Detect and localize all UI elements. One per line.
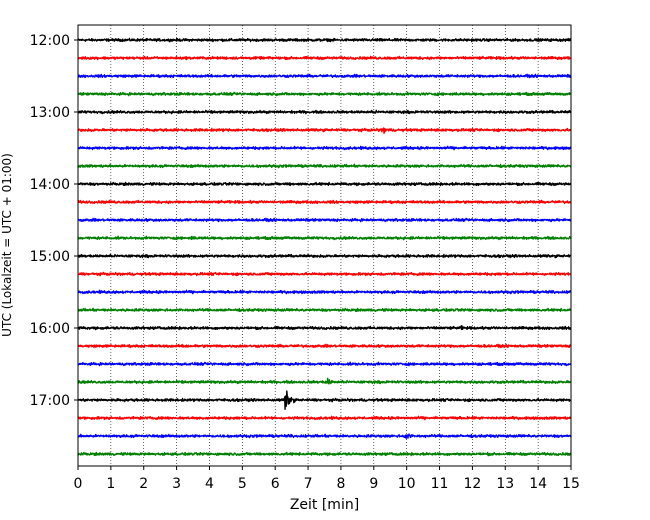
x-tick-label: 5 <box>238 476 247 492</box>
x-axis-ticks: 0 1 2 3 4 5 6 7 8 9 10 11 12 13 14 15 <box>74 466 580 492</box>
trace-line <box>77 73 572 79</box>
x-tick-label: 9 <box>369 476 378 492</box>
trace-line <box>77 325 572 331</box>
trace-line <box>77 163 572 169</box>
y-tick-label: 14:00 <box>30 177 70 193</box>
trace-line <box>77 361 572 367</box>
y-tick-label: 15:00 <box>30 249 70 265</box>
y-tick-label: 12:00 <box>30 33 70 49</box>
trace-line <box>77 109 572 115</box>
trace-line <box>77 307 572 313</box>
y-axis-label: UTC (Lokalzeit = UTC + 01:00) <box>0 153 14 337</box>
trace-line <box>77 217 572 223</box>
trace-line <box>77 127 572 134</box>
x-tick-label: 12 <box>463 476 481 492</box>
trace-line <box>77 253 572 259</box>
x-tick-label: 7 <box>304 476 313 492</box>
x-tick-label: 4 <box>205 476 214 492</box>
x-tick-label: 6 <box>271 476 280 492</box>
x-tick-label: 14 <box>529 476 547 492</box>
x-tick-label: 13 <box>496 476 514 492</box>
y-tick-label: 13:00 <box>30 105 70 121</box>
y-tick-label: 17:00 <box>30 393 70 409</box>
x-tick-label: 2 <box>139 476 148 492</box>
x-tick-label: 3 <box>172 476 181 492</box>
trace-line <box>77 390 572 410</box>
seismic-traces <box>77 37 572 457</box>
x-tick-label: 11 <box>431 476 449 492</box>
trace-line <box>77 343 572 349</box>
trace-line <box>77 181 572 187</box>
plot-frame <box>77 24 572 467</box>
trace-line <box>77 377 572 385</box>
trace-line <box>77 451 572 457</box>
trace-line <box>77 91 572 97</box>
trace-line <box>77 145 572 151</box>
y-axis-ticks: 12:00 13:00 14:00 15:00 16:00 17:00 <box>30 33 78 409</box>
trace-line <box>77 199 572 205</box>
x-axis-label: Zeit [min] <box>290 497 359 513</box>
trace-line <box>77 55 572 61</box>
x-tick-label: 8 <box>336 476 345 492</box>
trace-line <box>77 235 572 241</box>
y-tick-label: 16:00 <box>30 321 70 337</box>
x-tick-label: 0 <box>74 476 83 492</box>
trace-line <box>77 271 572 277</box>
trace-line <box>77 37 572 43</box>
trace-line <box>77 289 572 295</box>
x-tick-label: 1 <box>106 476 115 492</box>
x-tick-label: 10 <box>398 476 416 492</box>
x-tick-label: 15 <box>562 476 580 492</box>
trace-line <box>77 433 572 440</box>
trace-line <box>77 415 572 421</box>
